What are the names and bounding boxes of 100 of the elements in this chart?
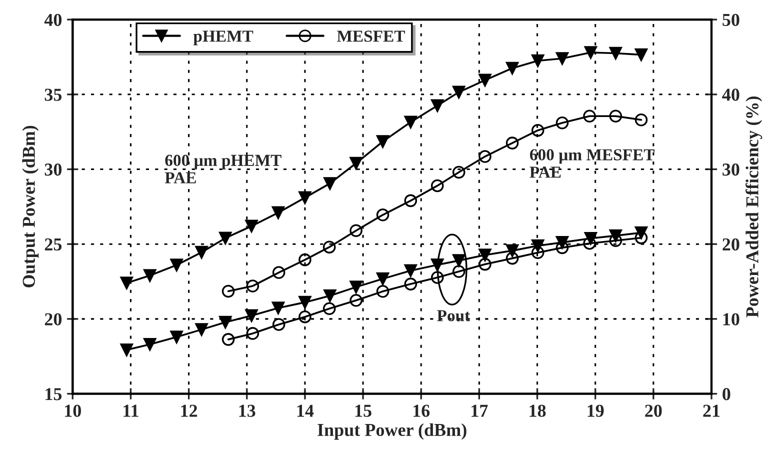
annotation: Pout xyxy=(437,310,470,322)
x-tick-label: 16 xyxy=(414,404,430,417)
point xyxy=(350,156,362,170)
point xyxy=(218,316,232,329)
point xyxy=(272,266,286,279)
y-tick-label: 40 xyxy=(44,14,62,26)
point xyxy=(195,323,208,336)
point xyxy=(531,239,544,252)
x-tick-label: 15 xyxy=(355,404,372,417)
legend-label: pHEMT xyxy=(193,30,254,46)
annotation: 600 µm MESFET PAE xyxy=(530,149,655,178)
x-tick-label: 10 xyxy=(65,404,81,417)
point xyxy=(609,46,622,60)
point xyxy=(195,246,208,259)
point xyxy=(272,318,286,331)
point xyxy=(430,99,444,112)
point xyxy=(583,236,596,250)
x-tick-label: 20 xyxy=(645,404,662,417)
point xyxy=(324,289,336,302)
point xyxy=(170,258,183,272)
point xyxy=(350,294,362,307)
point xyxy=(143,269,156,282)
point xyxy=(298,253,312,266)
point xyxy=(634,48,648,62)
point xyxy=(478,150,492,163)
point xyxy=(506,244,519,258)
y2-tick-label: 20 xyxy=(722,238,740,251)
point xyxy=(298,296,312,309)
point xyxy=(246,280,260,292)
point xyxy=(350,280,362,294)
point xyxy=(430,179,444,192)
point xyxy=(324,177,336,190)
point xyxy=(376,208,390,222)
x-tick-label: 19 xyxy=(588,404,604,417)
point xyxy=(298,191,312,204)
point xyxy=(556,116,569,130)
x-tick-label: 21 xyxy=(703,404,720,417)
point xyxy=(556,52,569,65)
point xyxy=(350,224,362,238)
point xyxy=(452,166,466,179)
point xyxy=(376,272,390,286)
point xyxy=(322,240,336,254)
point xyxy=(404,194,418,208)
point xyxy=(531,54,544,68)
point xyxy=(478,248,492,262)
point xyxy=(120,344,134,356)
point xyxy=(556,241,569,254)
y2-axis-title: Power-Added Efficiency (%) xyxy=(746,96,762,318)
point xyxy=(120,276,134,290)
y2-tick-label: 30 xyxy=(722,164,740,176)
point xyxy=(506,62,519,75)
point xyxy=(376,135,390,148)
point xyxy=(322,302,336,315)
point xyxy=(272,206,285,220)
point xyxy=(452,254,466,267)
point xyxy=(245,220,258,233)
x-axis-title: Input Power (dBm) xyxy=(318,423,466,440)
point xyxy=(609,110,622,123)
point xyxy=(298,310,312,324)
legend-label: MESFET xyxy=(337,30,405,42)
x-tick-label: 17 xyxy=(472,404,488,417)
y2-tick-label: 10 xyxy=(723,313,740,326)
x-tick-label: 18 xyxy=(530,404,546,417)
x-tick-label: 13 xyxy=(239,404,256,417)
x-tick-label: 11 xyxy=(124,404,138,417)
point xyxy=(430,258,444,272)
y2-tick-label: 40 xyxy=(722,88,740,101)
point xyxy=(634,113,648,126)
point xyxy=(246,327,260,340)
y2-tick-label: 50 xyxy=(722,14,740,26)
point xyxy=(272,302,285,314)
y-tick-label: 25 xyxy=(44,238,62,251)
point xyxy=(584,46,598,59)
point xyxy=(170,330,183,344)
y2-tick-label: 0 xyxy=(722,388,730,400)
annotation: 600 µm pHEMT PAE xyxy=(164,154,282,184)
point xyxy=(222,284,235,298)
y-tick-label: 20 xyxy=(44,313,62,326)
point xyxy=(143,338,156,351)
point xyxy=(531,246,544,260)
point xyxy=(452,265,466,278)
point xyxy=(506,136,519,150)
point xyxy=(478,258,492,271)
point xyxy=(404,264,418,277)
point xyxy=(222,333,235,346)
y-axis-title: Output Power (dBm) xyxy=(22,126,39,288)
y-tick-label: 35 xyxy=(44,88,62,101)
point xyxy=(452,86,466,99)
point xyxy=(506,252,519,265)
point xyxy=(583,110,596,123)
point xyxy=(478,74,492,87)
point xyxy=(404,278,418,290)
x-tick-label: 14 xyxy=(297,404,314,417)
point xyxy=(218,232,232,244)
x-tick-label: 12 xyxy=(181,404,198,417)
point xyxy=(634,231,648,244)
y-tick-label: 30 xyxy=(44,164,62,176)
point xyxy=(430,271,444,284)
point xyxy=(609,234,622,248)
y-tick-label: 15 xyxy=(46,388,62,400)
